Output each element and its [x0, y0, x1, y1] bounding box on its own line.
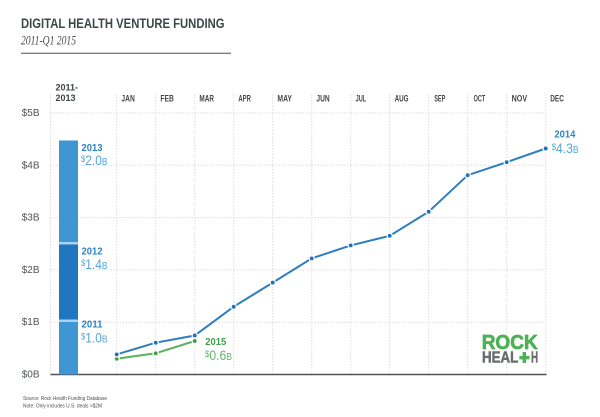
svg-text:NOV: NOV	[512, 94, 527, 104]
svg-text:2011-Q1 2015: 2011-Q1 2015	[21, 34, 76, 48]
svg-text:JUL: JUL	[356, 94, 367, 104]
svg-text:$0B: $0B	[22, 370, 40, 381]
svg-text:ROCK: ROCK	[482, 332, 539, 354]
svg-text:DIGITAL HEALTH VENTURE FUNDING: DIGITAL HEALTH VENTURE FUNDING	[21, 16, 225, 32]
svg-text:$1.0B: $1.0B	[81, 329, 108, 345]
svg-text:FEB: FEB	[160, 94, 174, 104]
svg-text:$3B: $3B	[22, 213, 40, 224]
svg-text:2015: 2015	[205, 337, 226, 348]
svg-text:2014: 2014	[554, 129, 575, 140]
svg-text:$2B: $2B	[22, 265, 40, 276]
svg-text:$4.3B: $4.3B	[552, 140, 579, 156]
svg-text:2011-: 2011-	[56, 83, 79, 93]
svg-text:JAN: JAN	[121, 94, 134, 104]
svg-text:$1B: $1B	[22, 317, 40, 328]
svg-text:MAY: MAY	[277, 94, 292, 104]
svg-text:2012: 2012	[82, 247, 103, 258]
svg-text:APR: APR	[238, 94, 251, 104]
svg-text:SEP: SEP	[434, 94, 445, 104]
svg-text:$4B: $4B	[22, 160, 40, 171]
svg-text:AUG: AUG	[395, 94, 409, 104]
svg-text:MAR: MAR	[199, 94, 214, 104]
svg-text:2011: 2011	[82, 319, 103, 330]
svg-text:$1.4B: $1.4B	[81, 256, 108, 272]
svg-text:$0.6B: $0.6B	[205, 347, 232, 363]
svg-text:DEC: DEC	[550, 94, 564, 104]
svg-text:JUN: JUN	[316, 94, 329, 104]
svg-text:$2.0B: $2.0B	[81, 152, 108, 168]
svg-text:Note: Only includes U.S. deals: Note: Only includes U.S. deals >$2M	[23, 403, 102, 409]
svg-text:Source: Rock Health Funding Da: Source: Rock Health Funding Database	[23, 396, 107, 402]
svg-text:$5B: $5B	[22, 108, 40, 119]
svg-text:2013: 2013	[56, 93, 76, 103]
svg-text:HEAL: HEAL	[482, 350, 518, 367]
svg-text:2013: 2013	[82, 143, 103, 154]
svg-text:OCT: OCT	[474, 94, 486, 104]
svg-text:H: H	[531, 350, 538, 367]
